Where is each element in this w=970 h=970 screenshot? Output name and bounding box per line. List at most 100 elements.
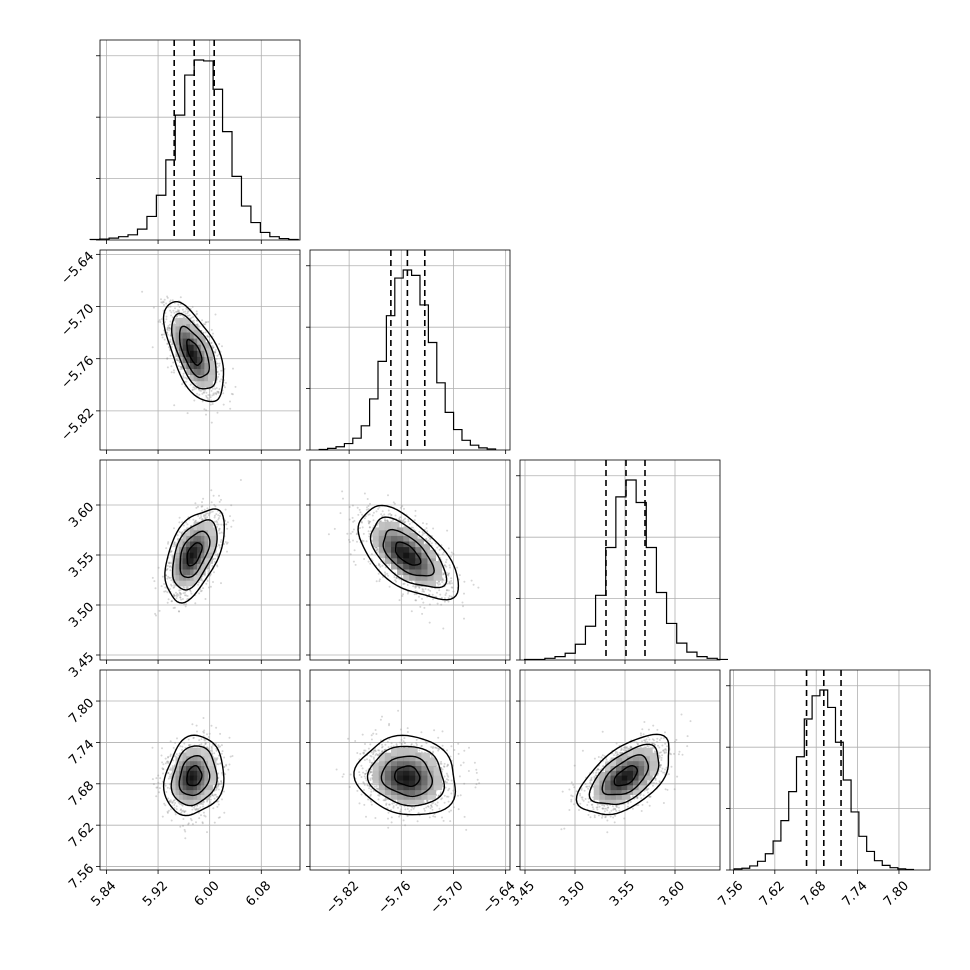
sample-point: [427, 536, 430, 539]
sample-point: [442, 573, 444, 576]
sample-point: [365, 769, 368, 772]
sample-point: [604, 815, 607, 818]
sample-point: [173, 804, 176, 806]
sample-point: [183, 810, 186, 813]
sample-point: [369, 777, 372, 780]
sample-point: [448, 595, 451, 597]
sample-point: [591, 803, 594, 806]
density-cell: [605, 767, 614, 776]
density-cell: [627, 767, 636, 776]
sample-point: [418, 586, 421, 589]
sample-point: [201, 580, 204, 582]
sample-point: [219, 762, 222, 765]
sample-point: [194, 602, 197, 605]
sample-point: [357, 513, 360, 516]
sample-point: [434, 746, 437, 749]
sample-point: [452, 552, 455, 555]
sample-point: [216, 370, 219, 373]
density-cell: [633, 747, 642, 757]
sample-point: [198, 739, 201, 742]
sample-point: [403, 582, 406, 585]
sample-point: [432, 527, 435, 530]
sample-point: [204, 815, 207, 818]
density-cell: [433, 572, 443, 581]
sample-point: [378, 578, 381, 581]
sample-point: [472, 583, 475, 586]
sample-point: [360, 776, 363, 778]
density-cell: [384, 762, 394, 771]
sample-point: [416, 820, 419, 823]
sample-point: [190, 819, 193, 822]
sample-point: [425, 806, 428, 809]
sample-point: [418, 530, 421, 533]
y-tick-label: 3.45: [66, 650, 97, 681]
sample-point: [204, 743, 207, 745]
sample-point: [166, 591, 169, 594]
sample-point: [406, 808, 409, 810]
sample-point: [191, 388, 194, 391]
sample-point: [210, 724, 213, 727]
sample-point: [394, 579, 397, 582]
sample-point: [202, 497, 205, 500]
sample-point: [441, 744, 444, 747]
density-cell: [415, 561, 424, 570]
sample-point: [168, 340, 171, 343]
sample-point: [181, 521, 184, 524]
sample-point: [211, 394, 214, 397]
sample-point: [205, 413, 207, 416]
sample-point: [369, 771, 372, 773]
sample-point: [169, 767, 172, 770]
sample-point: [223, 543, 226, 545]
sample-point: [446, 763, 449, 766]
density-cell: [415, 572, 424, 581]
sample-point: [475, 783, 478, 786]
sample-point: [169, 309, 172, 312]
sample-point: [404, 520, 407, 523]
density-cell: [415, 781, 424, 791]
sample-point: [367, 747, 370, 750]
sample-point: [374, 817, 377, 819]
sample-point: [465, 828, 468, 831]
sample-point: [420, 745, 423, 748]
density-cell: [638, 781, 648, 791]
density-cell: [421, 757, 430, 766]
sample-point: [164, 804, 167, 807]
sample-point: [182, 372, 185, 375]
sample-point: [584, 783, 587, 785]
density-cell: [391, 527, 400, 536]
sample-point: [585, 785, 588, 788]
sample-point: [176, 538, 179, 541]
sample-point: [216, 523, 219, 526]
sample-point: [215, 787, 218, 790]
panel-frame: [99, 459, 301, 661]
sample-point: [179, 593, 182, 596]
sample-point: [363, 751, 366, 754]
density-cell: [409, 791, 418, 800]
sample-point: [176, 310, 178, 313]
sample-point: [222, 392, 225, 395]
sample-point: [214, 557, 217, 560]
sample-point: [648, 795, 651, 798]
sample-point: [403, 741, 406, 744]
sample-point: [665, 751, 668, 754]
sample-point: [180, 366, 183, 369]
sample-point: [220, 498, 222, 501]
sample-point: [170, 819, 173, 822]
sample-point: [351, 516, 354, 519]
sample-point: [232, 519, 235, 522]
sample-point: [217, 783, 220, 786]
sample-point: [163, 304, 165, 306]
sample-point: [204, 321, 207, 324]
density-cell: [633, 786, 642, 795]
sample-point: [386, 519, 389, 522]
sample-point: [167, 755, 170, 758]
sample-point: [162, 768, 165, 771]
sample-point: [356, 506, 359, 509]
sample-point: [434, 542, 437, 545]
sample-point: [206, 516, 209, 519]
sample-point: [461, 601, 464, 604]
sample-point: [468, 746, 470, 749]
sample-point: [169, 576, 172, 579]
sample-point: [601, 754, 604, 757]
sample-point: [369, 793, 372, 796]
